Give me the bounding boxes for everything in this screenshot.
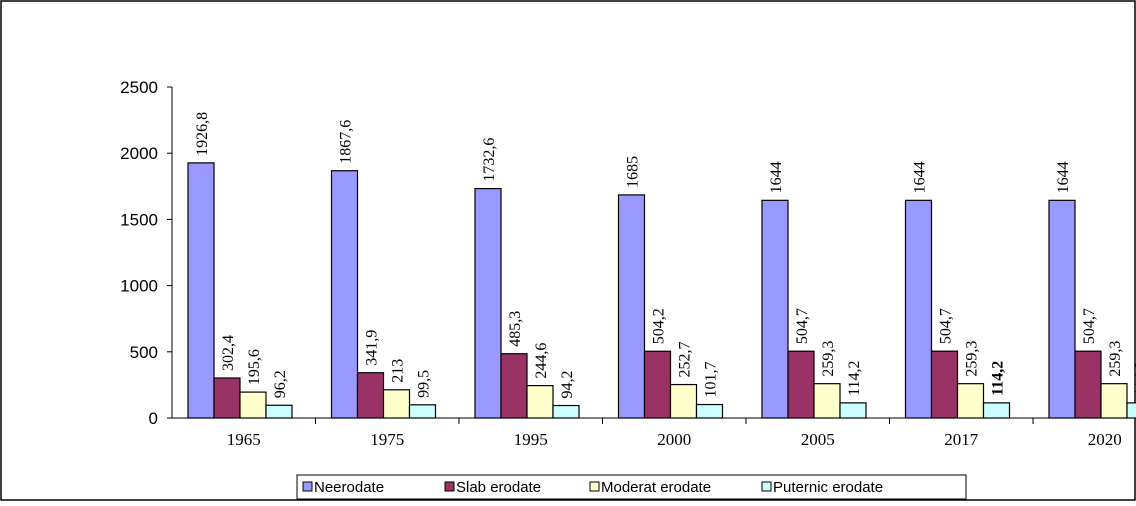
bar [552,404,580,419]
data-label: 504,7 [938,308,955,344]
bar [239,391,267,419]
legend-swatch [444,481,455,492]
x-tick-label: 2020 [1088,430,1122,449]
bar [904,199,933,419]
bar [356,372,385,419]
data-label: 259,3 [1107,341,1124,377]
bar [408,404,437,419]
bar [787,350,815,419]
bar [500,353,528,419]
plot-area: 0 500 1000 1500 2000 2500 1965 1975 1995 2000 2005… [120,78,1136,449]
data-label: 259,3 [820,341,837,377]
bar [669,383,698,419]
y-tick-label: 500 [130,343,158,362]
bar [956,383,985,419]
legend-label: Puternic erodate [773,479,883,496]
x-tick-label: 1975 [370,430,404,449]
data-label: 504,2 [651,308,668,344]
data-label: 1867,6 [338,120,355,164]
bar [1100,383,1128,419]
data-label: 96,2 [272,370,289,398]
legend-swatch [302,481,313,492]
data-label: 244,6 [533,343,550,379]
data-label: 114,2 [1133,360,1136,395]
data-label: 99,5 [416,370,433,398]
bar [526,385,554,419]
bar [617,194,646,419]
data-label: 504,7 [794,308,811,344]
data-label: 504,7 [1081,308,1098,344]
x-tick-label: 1995 [514,430,548,449]
x-tick-label: 2000 [657,430,691,449]
bar [474,188,502,419]
data-label: 302,4 [220,335,237,371]
data-label: 114,2 [846,360,863,395]
data-label: 1926,8 [194,112,211,156]
bar [187,162,215,419]
data-label: 101,7 [703,362,720,398]
legend-label: Neerodate [314,479,384,496]
legend-swatch [589,481,600,492]
data-label: 1644 [768,161,785,193]
legend-label: Moderat erodate [601,479,711,496]
legend-label: Slab erodate [456,479,541,496]
data-label: 252,7 [677,342,694,378]
data-label: 114,2 [990,361,1007,396]
bar [695,403,724,419]
y-tick-label: 0 [149,409,158,428]
bar [1074,350,1102,419]
bar [839,402,867,419]
data-label: 1685 [625,156,642,188]
y-tick-label: 2500 [120,78,158,97]
legend-swatch [761,481,772,492]
bar [330,170,359,419]
data-label: 94,2 [559,371,576,399]
data-label: 1644 [1055,161,1072,193]
y-tick-label: 1500 [120,210,158,229]
bar [1126,402,1136,419]
data-label: 259,3 [964,341,981,377]
bar [930,350,959,419]
y-tick-label: 2000 [120,144,158,163]
bar [382,389,411,419]
legend: Neerodate Slab erodate Moderat erodate Pute… [296,474,967,500]
data-label: 341,9 [364,330,381,366]
bar [1048,199,1076,419]
bar [761,199,789,419]
x-tick-label: 1965 [227,430,261,449]
y-tick-label: 1000 [120,277,158,296]
bar [213,377,241,419]
data-label: 195,6 [246,349,263,385]
bar [982,402,1011,419]
data-label: 1732,6 [481,138,498,182]
x-tick-label: 2017 [944,430,979,449]
data-label: 213 [390,359,407,383]
x-tick-label: 2005 [801,430,835,449]
data-label: 1644 [912,161,929,193]
bar [643,350,672,419]
bar [813,383,841,419]
legend-box [296,474,967,500]
data-label: 485,3 [507,311,524,347]
bar [265,404,293,419]
